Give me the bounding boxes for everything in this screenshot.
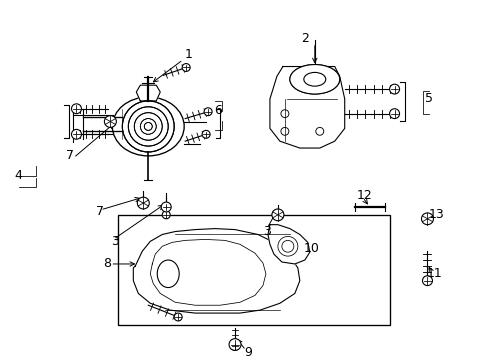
Text: 13: 13 [429,208,444,221]
Bar [119,215,390,325]
Text: 7: 7 [67,149,74,162]
Circle shape [72,129,81,139]
Circle shape [182,64,190,71]
Text: 3: 3 [111,235,119,248]
Circle shape [229,339,241,350]
Circle shape [72,104,81,114]
Text: 7: 7 [97,206,104,219]
Ellipse shape [290,64,340,94]
Circle shape [421,213,434,225]
Circle shape [161,202,171,212]
Circle shape [137,197,149,209]
Circle shape [162,211,170,219]
Text: 10: 10 [304,242,320,255]
Text: 12: 12 [357,189,372,202]
Ellipse shape [157,260,179,288]
Ellipse shape [112,97,184,156]
Text: 6: 6 [214,104,222,117]
Circle shape [231,343,239,350]
Text: 2: 2 [301,32,309,45]
Text: 4: 4 [15,169,23,182]
Ellipse shape [290,64,340,94]
Circle shape [390,84,399,94]
Circle shape [422,276,433,285]
Polygon shape [133,229,300,313]
Text: 11: 11 [427,267,442,280]
Polygon shape [270,67,345,148]
Text: 9: 9 [244,346,252,359]
Text: 8: 8 [103,257,111,270]
Text: 5: 5 [425,93,434,105]
Circle shape [390,109,399,118]
Circle shape [104,116,116,127]
Circle shape [204,108,212,116]
Polygon shape [150,239,266,305]
Polygon shape [136,85,160,101]
Circle shape [174,313,182,321]
Text: 3: 3 [263,225,271,238]
Circle shape [202,130,210,138]
Polygon shape [268,225,310,264]
Circle shape [272,209,284,221]
Text: 1: 1 [184,48,192,61]
